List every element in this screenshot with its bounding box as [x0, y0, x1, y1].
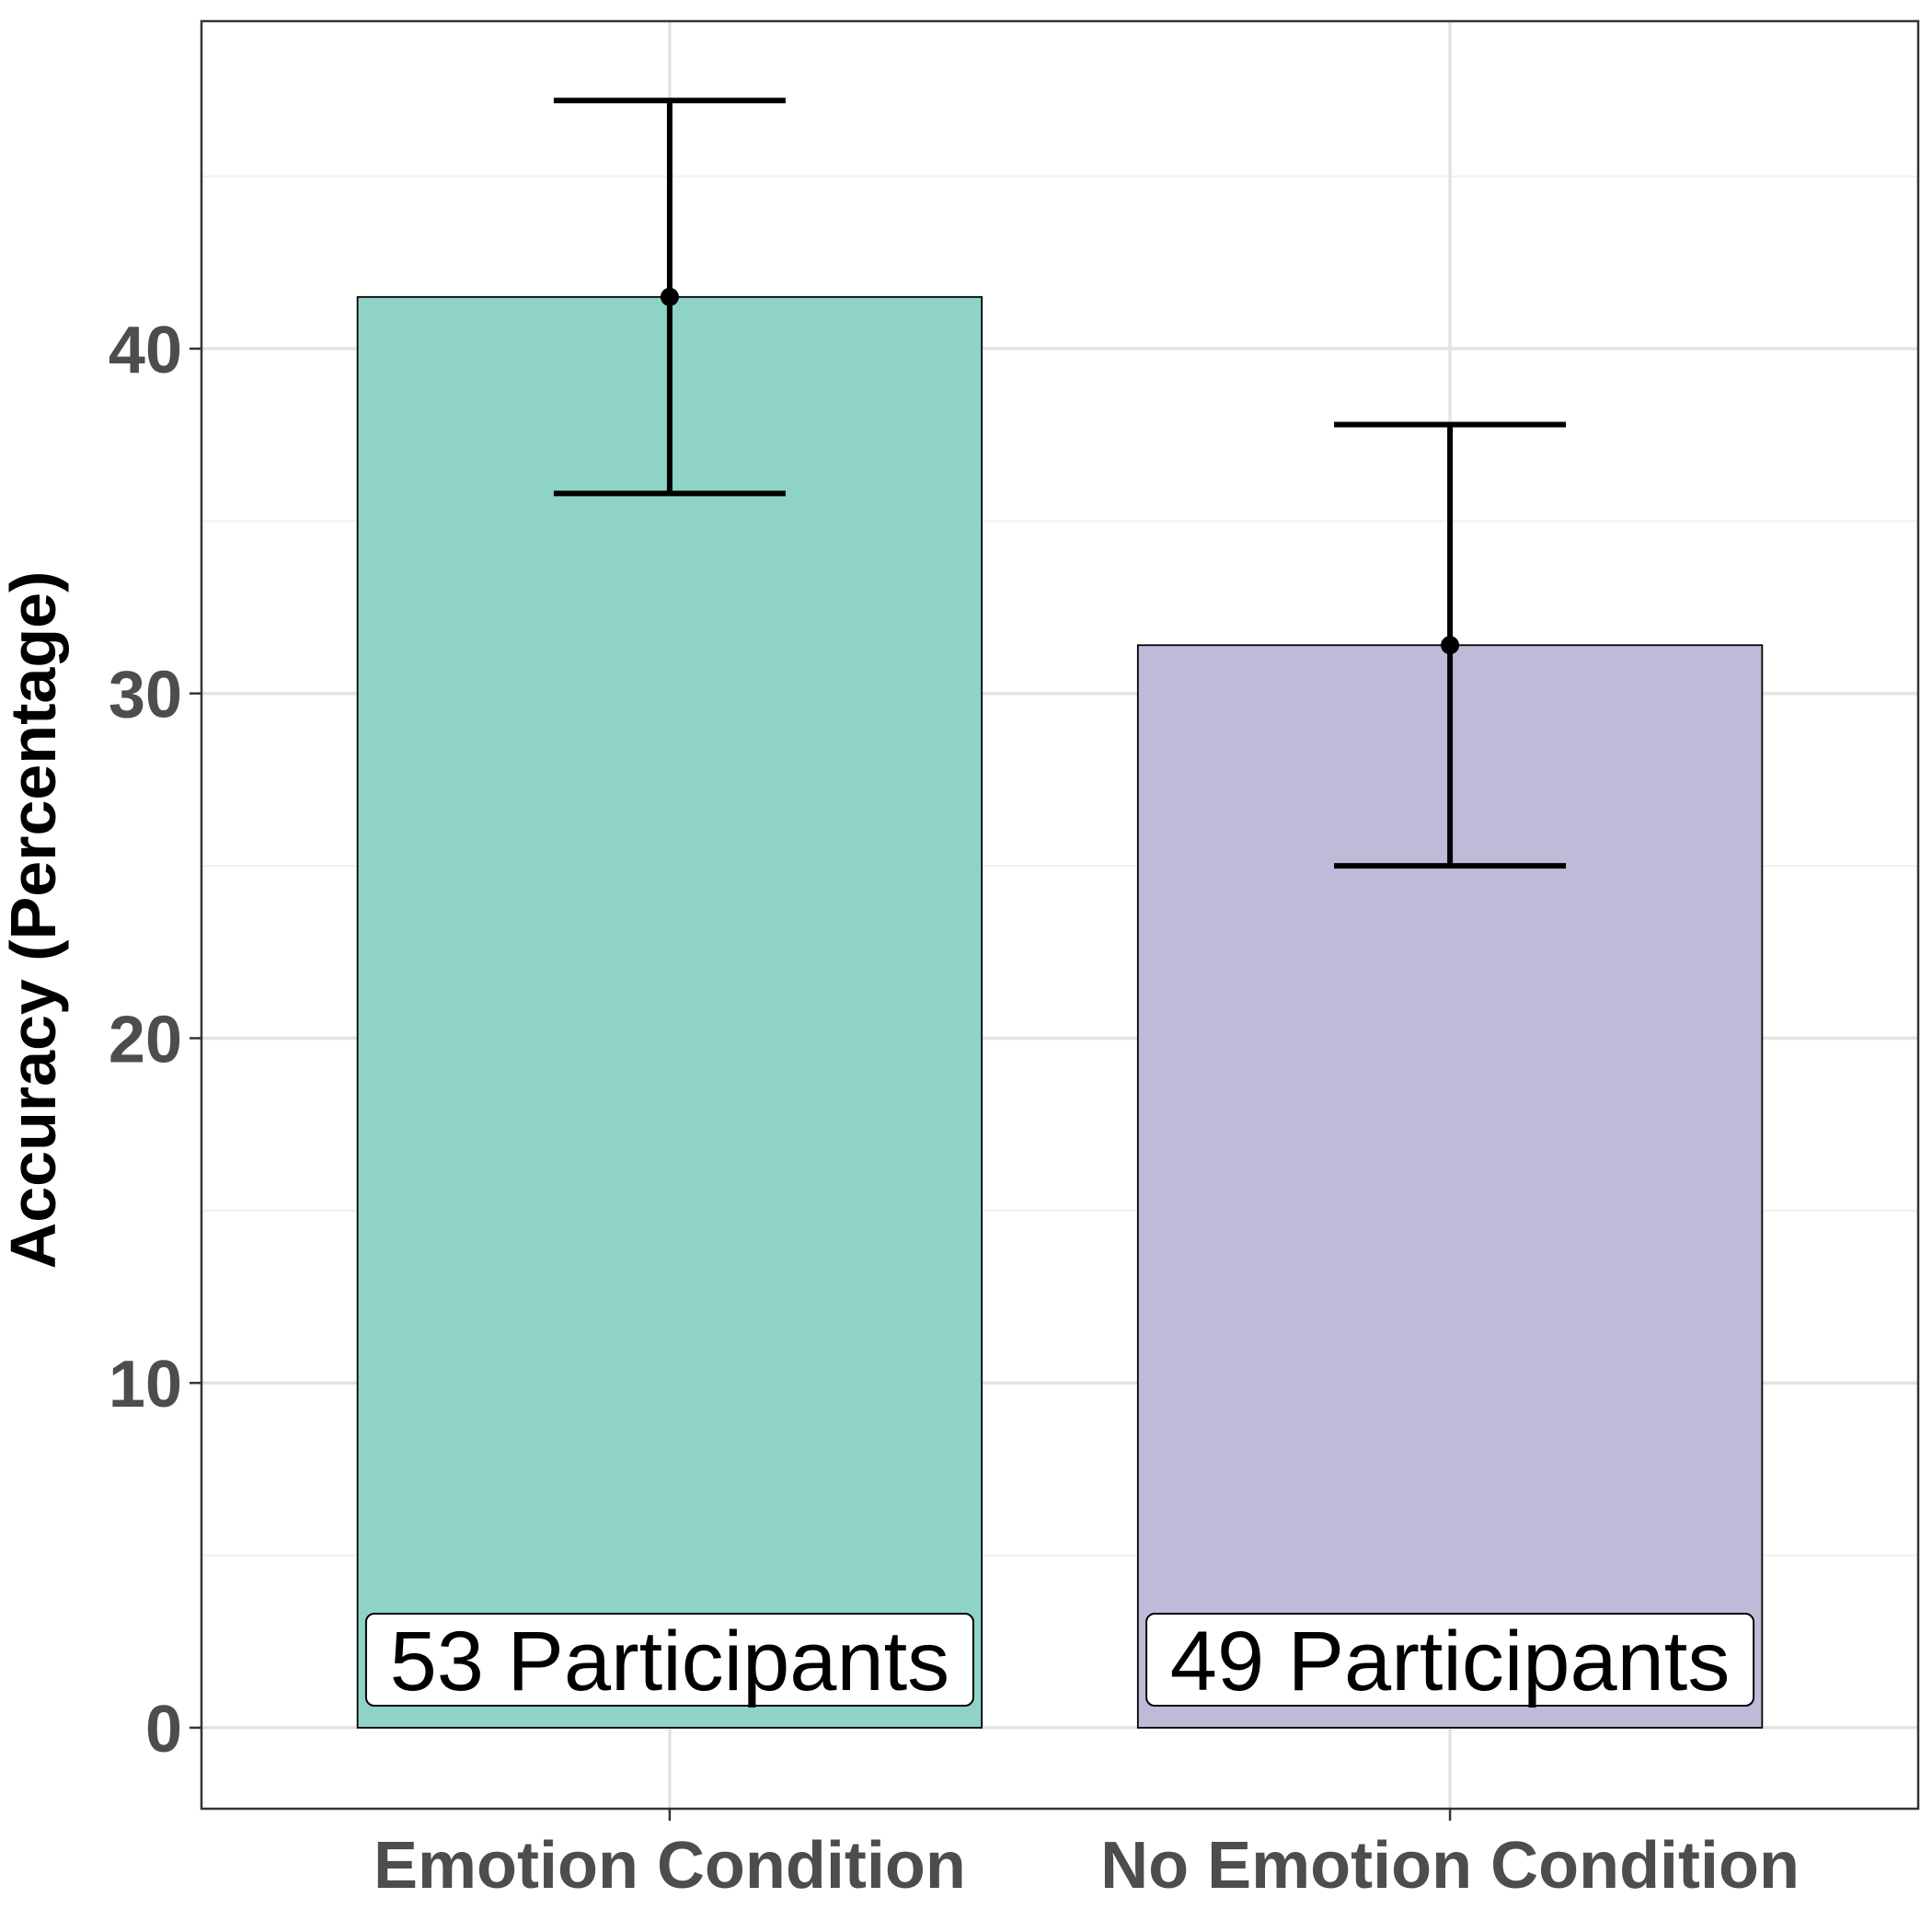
bars — [356, 295, 1764, 1729]
mean-point — [1441, 636, 1460, 655]
bar-labels: 53 Participants 49 Participants — [364, 1613, 1755, 1708]
x-tick-label: Emotion Condition — [374, 1829, 966, 1903]
bar-label-box — [364, 1613, 974, 1707]
x-tick-label: No Emotion Condition — [1100, 1829, 1800, 1903]
y-tick-label: 0 — [145, 1693, 182, 1766]
bar — [356, 295, 983, 1729]
bar-count-label: 53 Participants — [390, 1615, 950, 1708]
error-bars — [553, 98, 1567, 869]
y-tick-label: 20 — [109, 1003, 182, 1076]
axes: 0 10 20 30 40 Emotion Condition No Emotion Con… — [0, 19, 1920, 1903]
bar-count-label: 49 Participants — [1170, 1615, 1731, 1708]
y-tick-label: 10 — [109, 1348, 182, 1421]
y-axis-title: Accuracy (Percentage) — [0, 571, 69, 1270]
y-tick-label: 40 — [109, 314, 182, 387]
y-tick-label: 30 — [109, 659, 182, 732]
bar-label-box — [1145, 1613, 1755, 1707]
mean-point — [660, 287, 679, 306]
panel-border — [200, 19, 1920, 1811]
